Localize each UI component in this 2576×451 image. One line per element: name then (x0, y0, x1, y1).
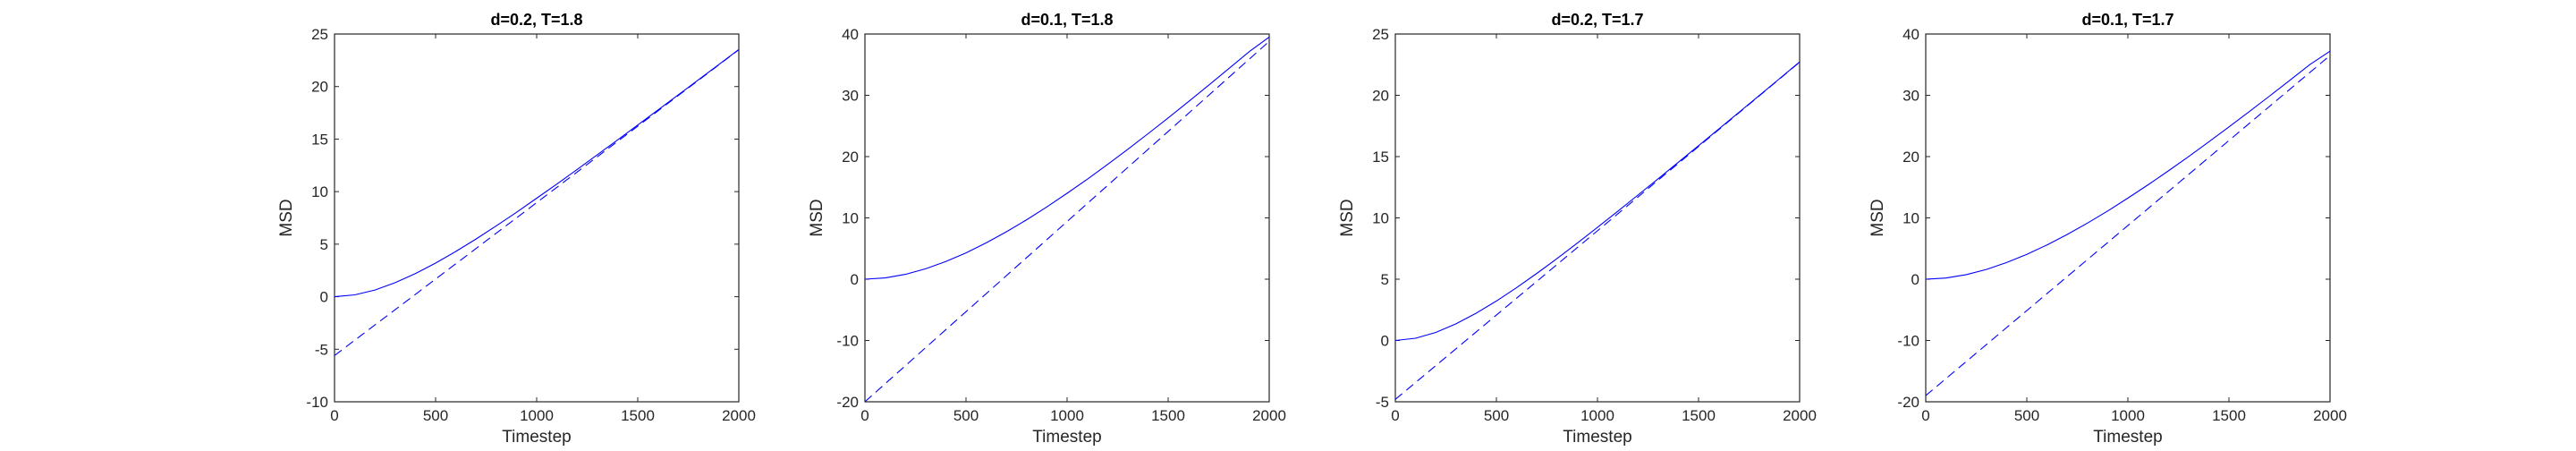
y-tick-label: 10 (842, 210, 859, 227)
y-tick-label: 10 (1372, 210, 1389, 227)
series-line-msd (864, 36, 1270, 280)
x-tick-label: 500 (953, 407, 979, 424)
x-tick-label: 2000 (722, 407, 756, 424)
y-tick-label: 0 (1381, 333, 1389, 350)
x-axis-label: Timestep (2093, 428, 2162, 447)
y-tick-label: 5 (320, 236, 328, 253)
series-line-fit-dashed (1394, 62, 1801, 400)
chart-title: d=0.1, T=1.7 (2081, 11, 2174, 29)
y-tick-label: 0 (1911, 271, 1919, 288)
x-tick-label: 0 (1391, 407, 1399, 424)
series-line-fit-dashed (334, 49, 740, 356)
series-line-msd (1925, 50, 2331, 280)
x-tick-label: 1000 (520, 407, 554, 424)
y-tick-label: 0 (851, 271, 859, 288)
series-line-fit-dashed (864, 40, 1270, 403)
x-tick-label: 2000 (2313, 407, 2347, 424)
x-tick-label: 1500 (1682, 407, 1716, 424)
chart-title: d=0.1, T=1.8 (1021, 11, 1113, 29)
x-tick-label: 1000 (1580, 407, 1614, 424)
y-tick-label: 20 (311, 79, 328, 96)
y-tick-label: 30 (1902, 88, 1919, 105)
x-tick-label: 500 (1484, 407, 1509, 424)
y-tick-label: 20 (1902, 149, 1919, 166)
x-tick-label: 2000 (1252, 407, 1286, 424)
chart-title: d=0.2, T=1.7 (1551, 11, 1643, 29)
subplot-4: 0 500 1000 1500 2000 -20 -10 0 10 20 30 40 d=0.1, T=… (1868, 11, 2347, 447)
y-tick-label: -5 (315, 341, 328, 358)
axes-box (1925, 33, 2331, 403)
y-tick-label: -20 (836, 394, 859, 411)
y-tick-label: 0 (320, 289, 328, 306)
y-tick-label: -20 (1897, 394, 1919, 411)
x-tick-label: 0 (860, 407, 869, 424)
y-tick-label: 15 (311, 131, 328, 148)
y-tick-label: 15 (1372, 149, 1389, 166)
subplot-2: 0 500 1000 1500 2000 -20 -10 0 10 20 30 40 d=0.1, T=… (808, 11, 1286, 447)
x-tick-label: 1000 (2111, 407, 2145, 424)
y-tick-label: 10 (311, 183, 328, 200)
y-tick-label: -10 (1897, 333, 1919, 350)
x-tick-label: 1500 (621, 407, 655, 424)
y-tick-label: 10 (1902, 210, 1919, 227)
series-line-msd (1394, 61, 1801, 342)
y-tick-label: 40 (842, 26, 859, 43)
y-tick-label: 40 (1902, 26, 1919, 43)
x-axis-label: Timestep (1563, 428, 1631, 447)
x-tick-label: 1500 (1151, 407, 1185, 424)
y-tick-label: -10 (306, 394, 328, 411)
y-tick-label: 30 (842, 88, 859, 105)
y-axis-label: MSD (808, 199, 826, 236)
y-tick-label: 25 (311, 26, 328, 43)
y-axis-label: MSD (1338, 199, 1357, 236)
x-tick-label: 500 (2014, 407, 2039, 424)
axes-box (1394, 33, 1801, 403)
axes-box (864, 33, 1270, 403)
x-tick-label: 0 (330, 407, 338, 424)
y-tick-label: 25 (1372, 26, 1389, 43)
y-tick-label: 20 (842, 149, 859, 166)
y-tick-label: -10 (836, 333, 859, 350)
chart-title: d=0.2, T=1.8 (490, 11, 582, 29)
x-axis-label: Timestep (1032, 428, 1101, 447)
x-axis-label: Timestep (502, 428, 571, 447)
x-tick-label: 500 (423, 407, 448, 424)
subplot-1: 0 500 1000 1500 2000 -10 -5 0 5 10 15 20 25 d=0.2, T=… (277, 11, 756, 447)
y-axis-label: MSD (277, 199, 296, 236)
series-line-fit-dashed (1925, 55, 2331, 396)
series-line-msd (334, 48, 740, 298)
x-tick-label: 0 (1921, 407, 1929, 424)
x-tick-label: 1500 (2212, 407, 2246, 424)
y-tick-label: -5 (1376, 394, 1389, 411)
x-tick-label: 1000 (1050, 407, 1084, 424)
y-axis-label: MSD (1868, 199, 1887, 236)
x-tick-label: 2000 (1783, 407, 1817, 424)
y-tick-label: 5 (1381, 271, 1389, 288)
axes-box (334, 33, 740, 403)
y-tick-label: 20 (1372, 88, 1389, 105)
